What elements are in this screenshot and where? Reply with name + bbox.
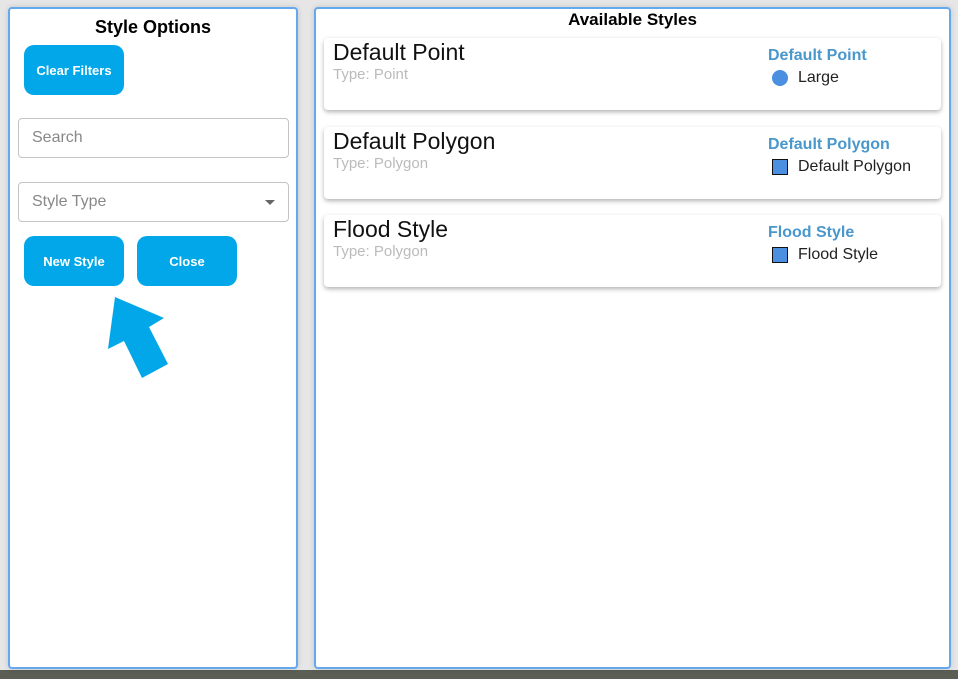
available-styles-panel: Available Styles Default Point Type: Poi… [314,7,951,669]
close-button[interactable]: Close [137,236,237,286]
legend-label: Large [798,69,839,86]
style-type: Type: Polygon [333,154,429,172]
legend-row: Large [772,69,839,87]
style-options-panel: Style Options Clear Filters Search Style… [8,7,298,669]
pointer-arrow-icon [108,297,168,378]
style-card[interactable]: Default Point Type: Point Default Point … [324,38,941,110]
style-card[interactable]: Default Polygon Type: Polygon Default Po… [324,126,941,199]
legend-title: Flood Style [768,224,855,241]
legend-title: Default Polygon [768,135,890,153]
style-name: Flood Style [333,216,449,242]
dropdown-caret-icon [265,200,275,205]
style-name: Default Point [333,39,465,65]
background-map-strip [0,670,958,679]
panel-title: Style Options [94,17,211,37]
clear-filters-button[interactable]: Clear Filters [24,45,124,95]
search-input[interactable]: Search [18,118,289,158]
style-type: Type: Polygon [333,243,429,260]
square-swatch-icon [772,158,788,175]
legend-label: Default Polygon [798,157,911,175]
style-type-placeholder: Style Type [32,193,107,210]
style-name: Default Polygon [333,127,496,154]
style-type: Type: Point [333,66,409,83]
circle-swatch-icon [772,70,788,86]
legend-row: Default Polygon [772,158,911,176]
new-style-button[interactable]: New Style [24,236,124,286]
style-type-select[interactable]: Style Type [18,182,289,222]
panel-title: Available Styles [568,10,697,29]
legend-row: Flood Style [772,246,878,264]
square-swatch-icon [772,247,788,263]
legend-label: Flood Style [798,246,879,263]
style-card[interactable]: Flood Style Type: Polygon Flood Style Fl… [324,215,941,287]
legend-title: Default Point [768,47,867,64]
